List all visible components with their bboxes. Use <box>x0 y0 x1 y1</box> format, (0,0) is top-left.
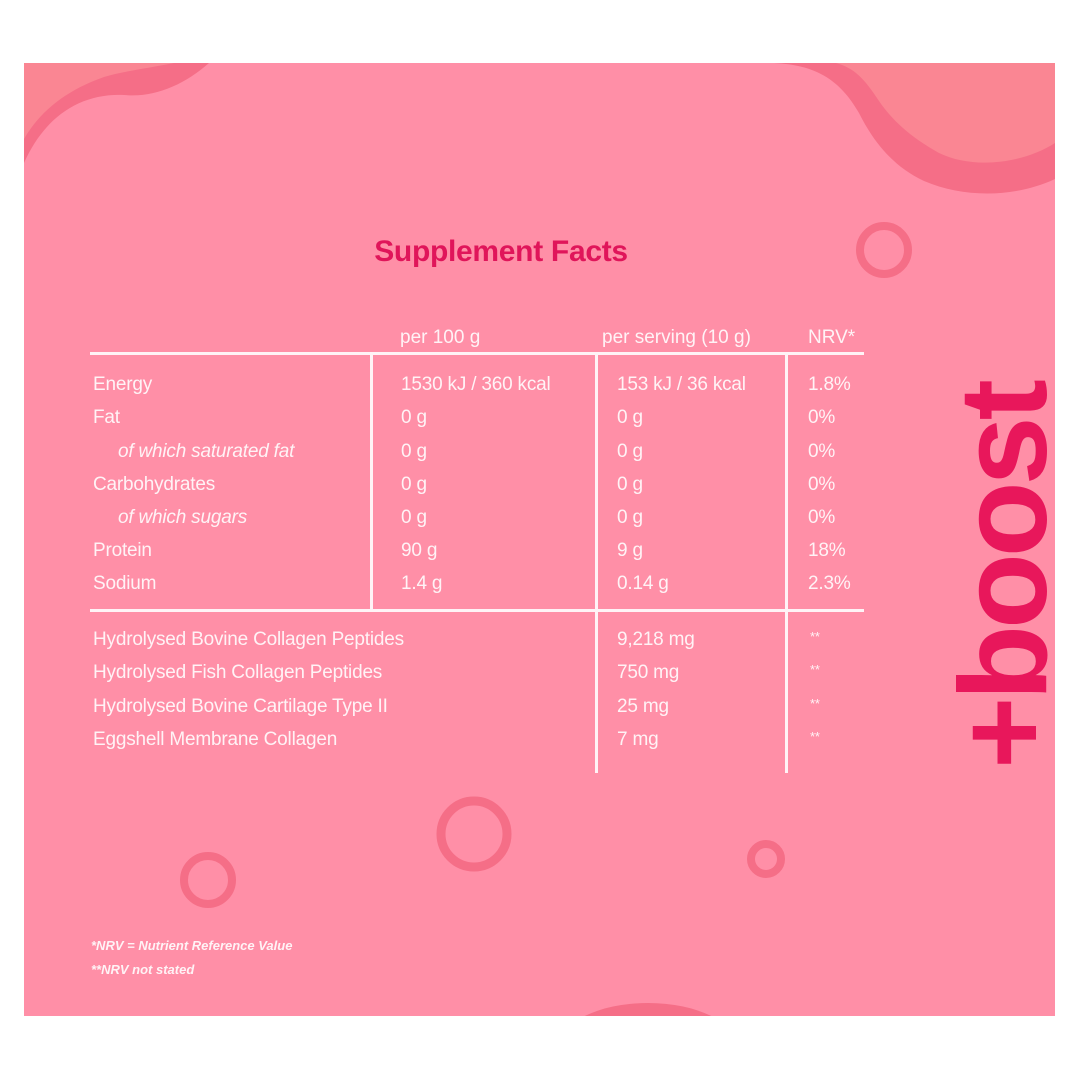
top-left-wave-fill <box>24 63 174 139</box>
circle-decoration-left <box>180 852 236 908</box>
nutrient-per-100g: 0 g <box>401 507 427 528</box>
supplement-facts-card: Supplement Facts per 100 g per serving (… <box>24 63 1055 1016</box>
nutrient-name: Protein <box>93 540 152 561</box>
nutrient-per-serving: 0.14 g <box>617 573 669 594</box>
nutrient-per-100g: 1.4 g <box>401 573 443 594</box>
nutrient-per-serving: 0 g <box>617 507 643 528</box>
column-divider-3 <box>785 353 788 773</box>
circle-decoration-small <box>747 840 785 878</box>
nutrient-per-100g: 0 g <box>401 474 427 495</box>
table-top-rule <box>90 352 864 355</box>
nutrient-nrv: 2.3% <box>808 573 851 594</box>
nutrient-name: Sodium <box>93 573 157 594</box>
ingredient-per-serving: 9,218 mg <box>617 629 695 650</box>
circle-decoration-large <box>436 796 512 872</box>
nutrient-name: Fat <box>93 407 120 428</box>
nutrient-nrv: 18% <box>808 540 846 561</box>
nutrient-name: Energy <box>93 374 153 395</box>
page-title: Supplement Facts <box>374 235 628 268</box>
nutrient-name: of which sugars <box>118 507 248 528</box>
nutrient-nrv: 0% <box>808 441 836 462</box>
top-right-wave-fill <box>836 63 1055 163</box>
ingredient-name: Hydrolysed Fish Collagen Peptides <box>93 662 383 683</box>
footnote-nrv-definition: *NRV = Nutrient Reference Value <box>91 938 293 953</box>
footnote-nrv-not-stated: **NRV not stated <box>91 962 195 977</box>
ingredient-name: Hydrolysed Bovine Collagen Peptides <box>93 629 404 650</box>
header-per-serving: per serving (10 g) <box>602 327 751 348</box>
background-decoration <box>24 63 1055 1016</box>
nutrient-per-100g: 0 g <box>401 441 427 462</box>
nutrient-per-100g: 90 g <box>401 540 438 561</box>
ingredient-nrv: ** <box>810 662 820 677</box>
brand-logo: +boost <box>935 383 1055 769</box>
nutrient-per-serving: 0 g <box>617 441 643 462</box>
bottom-blob <box>584 1003 712 1016</box>
ingredient-nrv: ** <box>810 629 820 644</box>
ingredient-name: Eggshell Membrane Collagen <box>93 729 338 750</box>
nutrient-per-serving: 0 g <box>617 407 643 428</box>
column-divider-1 <box>370 353 373 610</box>
ingredient-per-serving: 25 mg <box>617 696 669 717</box>
nutrient-nrv: 1.8% <box>808 374 851 395</box>
ingredient-per-serving: 750 mg <box>617 662 680 683</box>
nutrient-per-serving: 153 kJ / 36 kcal <box>617 374 746 395</box>
nutrient-nrv: 0% <box>808 507 836 528</box>
ingredient-nrv: ** <box>810 696 820 711</box>
nutrient-per-serving: 9 g <box>617 540 643 561</box>
ingredient-per-serving: 7 mg <box>617 729 659 750</box>
ingredient-nrv: ** <box>810 729 820 744</box>
ingredient-name: Hydrolysed Bovine Cartilage Type II <box>93 696 388 717</box>
circle-decoration-top-right <box>856 222 912 278</box>
header-nrv: NRV* <box>808 327 856 348</box>
column-divider-2 <box>595 353 598 773</box>
table-middle-rule <box>90 609 864 612</box>
nutrient-per-100g: 0 g <box>401 407 427 428</box>
nutrient-per-100g: 1530 kJ / 360 kcal <box>401 374 551 395</box>
nutrient-nrv: 0% <box>808 407 836 428</box>
header-per-100g: per 100 g <box>400 327 481 348</box>
nutrient-nrv: 0% <box>808 474 836 495</box>
nutrient-per-serving: 0 g <box>617 474 643 495</box>
nutrient-name: of which saturated fat <box>118 441 295 462</box>
nutrient-name: Carbohydrates <box>93 474 216 495</box>
